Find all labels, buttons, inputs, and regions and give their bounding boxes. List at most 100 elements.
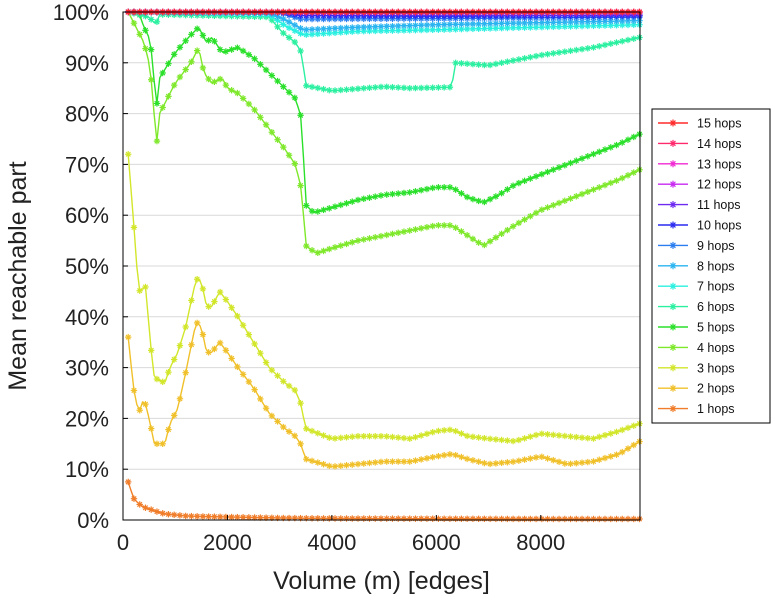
data-point: [550, 202, 557, 209]
data-point: [406, 189, 413, 196]
series-lines: [125, 8, 643, 523]
legend-marker: [669, 241, 677, 249]
data-point: [377, 192, 385, 199]
data-point: [573, 157, 580, 164]
data-point: [452, 21, 459, 28]
data-point: [188, 512, 195, 520]
data-point: [567, 433, 574, 440]
data-point: [596, 22, 603, 29]
data-point: [130, 19, 138, 27]
data-point: [452, 515, 459, 522]
data-point: [429, 454, 436, 461]
data-point: [492, 515, 500, 523]
legend-label: 8 hops: [697, 259, 735, 273]
data-point: [176, 44, 184, 51]
data-point: [458, 430, 465, 437]
data-point: [389, 515, 396, 522]
data-point: [492, 234, 500, 241]
data-point: [590, 44, 597, 51]
data-point: [136, 31, 143, 38]
data-point: [573, 18, 580, 26]
x-tick-label: 4000: [307, 530, 356, 555]
legend-marker: [669, 323, 677, 331]
data-point: [452, 186, 459, 193]
data-point: [326, 87, 333, 94]
data-point: [527, 213, 534, 220]
data-point: [142, 283, 149, 291]
data-point: [417, 432, 425, 439]
data-point: [601, 41, 609, 49]
data-point: [636, 34, 643, 41]
data-point: [607, 22, 614, 29]
data-point: [383, 458, 390, 465]
data-point: [412, 188, 419, 195]
data-point: [360, 236, 367, 243]
data-point: [613, 22, 620, 29]
data-point: [429, 428, 436, 436]
x-tick-label: 8000: [516, 530, 565, 555]
legend-label: 5 hops: [697, 321, 735, 335]
data-point: [165, 60, 172, 67]
data-point: [320, 85, 327, 93]
data-point: [509, 458, 517, 465]
data-point: [463, 193, 471, 201]
data-point: [446, 451, 454, 458]
series-4-hops: [125, 8, 643, 256]
data-point: [527, 175, 534, 182]
data-point: [596, 515, 603, 523]
data-point: [532, 173, 540, 180]
data-point: [567, 460, 574, 467]
data-point: [268, 412, 276, 420]
data-point: [429, 84, 436, 91]
data-point: [567, 47, 574, 55]
legend-item-13-hops: 13 hops: [658, 157, 741, 171]
data-point: [555, 432, 563, 439]
data-point: [486, 238, 494, 245]
data-point: [624, 21, 632, 29]
data-point: [389, 83, 396, 91]
data-point: [486, 20, 494, 27]
data-point: [153, 375, 161, 383]
data-point: [515, 56, 523, 63]
legend-label: 12 hops: [697, 178, 741, 192]
data-point: [291, 386, 299, 394]
data-point: [205, 349, 212, 356]
data-point: [239, 514, 247, 521]
data-point: [555, 515, 563, 523]
data-point: [584, 515, 591, 523]
data-point: [532, 431, 540, 439]
data-point: [423, 185, 431, 193]
data-point: [515, 436, 523, 444]
data-point: [561, 515, 568, 523]
data-point: [469, 20, 477, 28]
legend-marker: [669, 364, 677, 372]
data-point: [228, 304, 235, 311]
data-point: [406, 27, 413, 34]
data-point: [285, 382, 293, 390]
data-point: [280, 83, 287, 90]
data-point: [469, 60, 477, 68]
data-point: [274, 372, 281, 379]
data-point: [176, 395, 184, 402]
data-point: [395, 229, 402, 236]
data-point: [165, 426, 172, 433]
y-tick-label: 40%: [65, 305, 109, 330]
data-point: [349, 433, 356, 440]
data-point: [561, 432, 568, 440]
data-point: [601, 432, 609, 439]
data-point: [486, 61, 494, 69]
data-point: [331, 25, 339, 32]
data-point: [176, 512, 184, 519]
data-point: [360, 23, 367, 31]
data-point: [412, 515, 419, 522]
data-point: [349, 461, 356, 468]
data-point: [136, 501, 143, 508]
data-point: [377, 27, 385, 35]
data-point: [308, 83, 316, 91]
data-point: [475, 20, 482, 28]
data-point: [377, 23, 385, 30]
data-point: [165, 93, 172, 100]
data-point: [521, 177, 528, 185]
data-point: [624, 515, 632, 523]
data-point: [377, 432, 385, 440]
